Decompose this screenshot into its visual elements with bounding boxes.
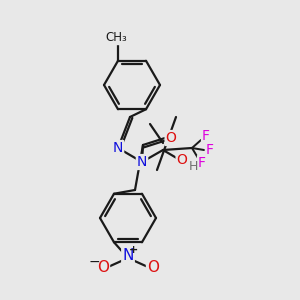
Text: F: F (198, 156, 206, 170)
Text: +: + (129, 245, 139, 255)
Text: −: − (88, 255, 100, 269)
Text: O: O (166, 131, 176, 145)
Text: CH₃: CH₃ (105, 31, 127, 44)
Text: F: F (206, 143, 214, 157)
Text: N: N (113, 141, 123, 155)
Text: O: O (177, 153, 188, 167)
Text: F: F (202, 129, 210, 143)
Text: O: O (97, 260, 109, 275)
Text: N: N (122, 248, 134, 263)
Text: H: H (188, 160, 198, 172)
Text: O: O (147, 260, 159, 275)
Text: N: N (137, 155, 147, 169)
